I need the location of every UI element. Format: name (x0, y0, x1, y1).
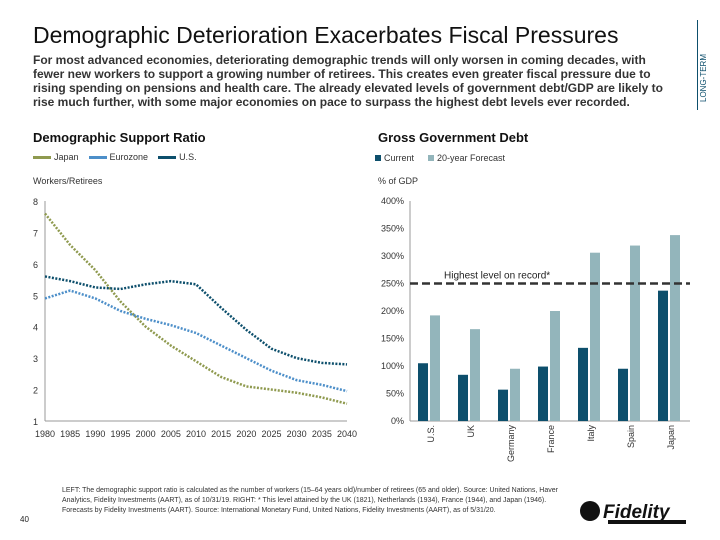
left-xtick: 2000 (136, 429, 156, 439)
right-ytick: 200% (381, 306, 404, 316)
bar-20yearforecast-italy (590, 252, 600, 421)
right-chart-title: Gross Government Debt (378, 130, 529, 145)
line-us (44, 275, 348, 366)
left-xtick: 2030 (287, 429, 307, 439)
bar-20yearforecast-uk (470, 329, 480, 421)
legend-japan: Japan (33, 152, 79, 162)
left-legend: Japan Eurozone U.S. (33, 152, 197, 162)
svg-text:Fidelity: Fidelity (603, 502, 671, 523)
bar-current-uk (458, 374, 468, 421)
charts-svg: 1 2 3 4 5 6 7 8 1980 1985 1990 1995 2000 2005 2010 2015… (33, 196, 690, 463)
left-ylabel: Workers/Retirees (33, 176, 103, 186)
right-ylabel: % of GDP (378, 176, 419, 186)
left-ytick: 8 (33, 197, 38, 207)
page-title: Demographic Deterioration Exacerbates Fi… (33, 22, 619, 48)
bar-20yearforecast-france (550, 311, 560, 421)
page-number: 40 (20, 515, 29, 524)
reference-label: Highest level on record* (444, 271, 550, 282)
right-ytick: 300% (381, 251, 404, 261)
left-ytick: 6 (33, 260, 38, 270)
left-ytick: 2 (33, 386, 38, 396)
bar-current-france (538, 366, 548, 421)
right-xtick: Spain (626, 425, 636, 448)
left-xtick: 2010 (186, 429, 206, 439)
left-xtick: 1990 (85, 429, 105, 439)
right-ytick: 150% (381, 334, 404, 344)
left-xtick: 2005 (161, 429, 181, 439)
right-ytick: 50% (386, 389, 404, 399)
right-xtick: Italy (586, 425, 596, 442)
footnote: LEFT: The demographic support ratio is c… (62, 487, 558, 514)
bar-current-us (418, 363, 428, 421)
bar-20yearforecast-us (430, 315, 440, 421)
bar-20yearforecast-japan (670, 235, 680, 421)
left-xtick: 1985 (60, 429, 80, 439)
left-ytick: 1 (33, 417, 38, 427)
right-xtick: U.S. (426, 425, 436, 443)
right-ytick: 250% (381, 279, 404, 289)
right-legend: Current 20-year Forecast (375, 153, 505, 163)
right-ytick: 350% (381, 224, 404, 234)
left-xtick: 2035 (312, 429, 332, 439)
bar-current-japan (658, 290, 668, 421)
fidelity-logo: Fidelity (578, 498, 690, 526)
bar-current-germany (498, 389, 508, 421)
legend-forecast: 20-year Forecast (428, 153, 505, 163)
right-ytick: 0% (391, 416, 404, 426)
left-ytick: 5 (33, 291, 38, 301)
right-ytick: 400% (381, 196, 404, 206)
line-eurozone (44, 289, 348, 393)
left-xtick: 2040 (337, 429, 357, 439)
left-xtick: 2025 (261, 429, 281, 439)
left-xtick: 1995 (110, 429, 130, 439)
left-xtick: 2020 (236, 429, 256, 439)
page-subtitle: For most advanced economies, deteriorati… (33, 53, 663, 109)
right-xtick: UK (466, 425, 476, 438)
right-ytick: 100% (381, 361, 404, 371)
bar-20yearforecast-germany (510, 368, 520, 421)
legend-us: U.S. (158, 152, 197, 162)
left-xtick: 1980 (35, 429, 55, 439)
line-japan (44, 212, 348, 405)
side-tab: LONG-TERM (697, 20, 712, 110)
left-ytick: 4 (33, 323, 38, 333)
bar-20yearforecast-spain (630, 245, 640, 421)
legend-current: Current (375, 153, 414, 163)
right-xtick: France (546, 425, 556, 453)
bar-current-italy (578, 347, 588, 421)
left-ytick: 3 (33, 354, 38, 364)
left-ytick: 7 (33, 228, 38, 238)
left-chart-title: Demographic Support Ratio (33, 130, 206, 145)
right-xtick: Germany (506, 425, 516, 463)
left-xtick: 2015 (211, 429, 231, 439)
legend-eurozone: Eurozone (88, 152, 148, 162)
bar-current-spain (618, 368, 628, 421)
right-xtick: Japan (666, 425, 676, 450)
